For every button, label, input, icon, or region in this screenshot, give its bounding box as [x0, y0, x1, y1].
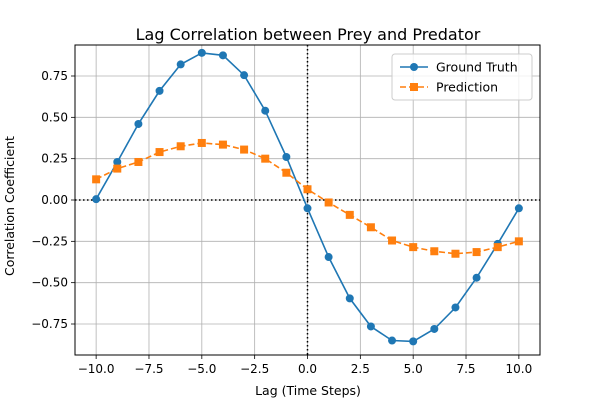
x-tick-label: −7.5: [134, 362, 163, 376]
x-tick-label: −2.5: [240, 362, 269, 376]
ground-truth-point: [282, 153, 291, 162]
ground-truth-point: [514, 204, 523, 213]
prediction-point: [472, 248, 481, 257]
legend-item-ground-truth: Ground Truth: [400, 60, 518, 75]
prediction-point: [218, 140, 227, 149]
legend-marker: [410, 83, 418, 91]
ground-truth-point: [240, 71, 249, 80]
y-tick-label: 0.75: [41, 69, 68, 83]
prediction-point: [493, 243, 502, 252]
ground-truth-point: [451, 303, 460, 312]
reference-lines: [75, 45, 540, 355]
x-tick-label: 0.0: [298, 362, 317, 376]
prediction-point: [388, 236, 397, 245]
y-tick-label: 0.25: [41, 152, 68, 166]
x-tick-label: 2.5: [351, 362, 370, 376]
ground-truth-point: [134, 119, 143, 128]
prediction-point: [134, 157, 143, 166]
prediction-point: [324, 198, 333, 207]
ground-truth-point: [261, 106, 270, 115]
legend-item-prediction: Prediction: [400, 80, 498, 95]
y-tick-label: 0.00: [41, 193, 68, 207]
series-prediction: [92, 138, 523, 258]
prediction-point: [282, 168, 291, 177]
prediction-point: [514, 237, 523, 246]
legend: Ground Truth Prediction: [391, 53, 533, 101]
prediction-point: [113, 164, 122, 173]
y-tick-label: −0.75: [31, 317, 68, 331]
y-axis: −0.75 −0.50 −0.25 0.00 0.25 0.50 0.75: [31, 69, 75, 331]
prediction-point: [303, 185, 312, 194]
prediction-point: [197, 138, 206, 147]
legend-marker: [410, 63, 418, 71]
x-tick-label: 7.5: [456, 362, 475, 376]
ground-truth-point: [155, 86, 164, 95]
ground-truth-point: [430, 324, 439, 333]
prediction-point: [176, 142, 185, 151]
chart-title: Lag Correlation between Prey and Predato…: [136, 25, 481, 44]
prediction-point: [261, 154, 270, 163]
ground-truth-point: [176, 60, 185, 69]
prediction-point: [451, 249, 460, 258]
prediction-point: [240, 145, 249, 154]
ground-truth-point: [345, 294, 354, 303]
legend-box: [391, 53, 533, 101]
x-axis-label: Lag (Time Steps): [255, 383, 361, 398]
x-tick-label: −5.0: [187, 362, 216, 376]
series-layer: [92, 48, 523, 346]
y-tick-label: −0.25: [31, 234, 68, 248]
ground-truth-point: [92, 195, 101, 204]
prediction-point: [409, 243, 418, 252]
legend-label: Ground Truth: [436, 60, 518, 75]
ground-truth-point: [303, 204, 312, 213]
y-axis-label: Correlation Coefficient: [2, 136, 17, 276]
ground-truth-point: [197, 48, 206, 57]
prediction-point: [92, 175, 101, 184]
legend-label: Prediction: [436, 80, 498, 95]
ground-truth-point: [409, 337, 418, 346]
x-tick-label: −10.0: [78, 362, 115, 376]
prediction-point: [345, 210, 354, 219]
prediction-point: [155, 148, 164, 157]
x-axis: −10.0 −7.5 −5.0 −2.5 0.0 2.5 5.0 7.5 10.0: [78, 355, 532, 376]
ground-truth-point: [218, 51, 227, 60]
ground-truth-point: [366, 322, 375, 331]
prediction-point: [366, 223, 375, 232]
ground-truth-point: [388, 336, 397, 345]
ground-truth-point: [472, 273, 481, 282]
y-tick-label: 0.50: [41, 110, 68, 124]
x-tick-label: 5.0: [404, 362, 423, 376]
x-tick-label: 10.0: [506, 362, 533, 376]
y-tick-label: −0.50: [31, 276, 68, 290]
ground-truth-point: [324, 253, 333, 262]
prediction-point: [430, 247, 439, 256]
ground-truth-point: [113, 157, 122, 166]
